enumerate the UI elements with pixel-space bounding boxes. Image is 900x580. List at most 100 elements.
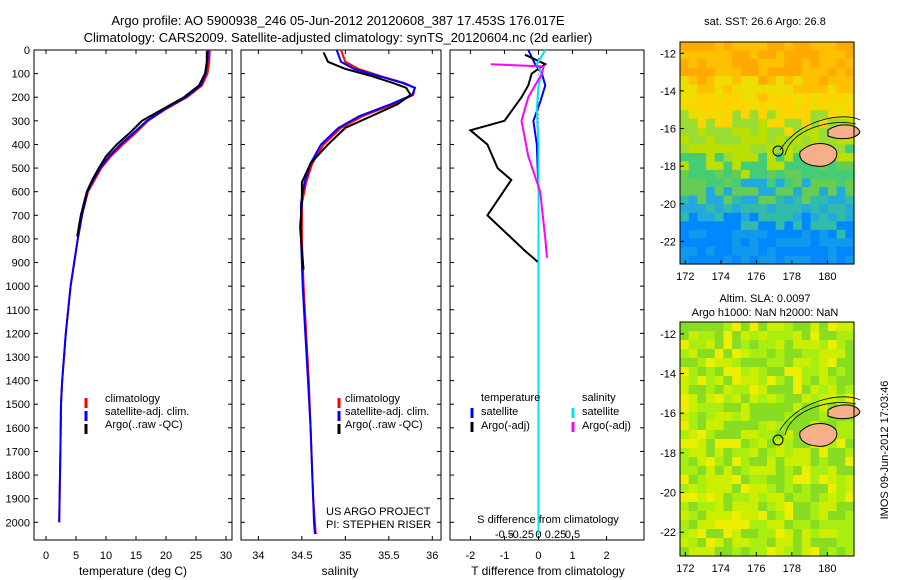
map-cell [836, 529, 846, 539]
map-cell [767, 212, 777, 222]
map-cell [697, 367, 707, 377]
map-cell [793, 367, 803, 377]
map-cell [706, 144, 716, 154]
map-cell [775, 493, 785, 503]
map-cell [714, 59, 725, 69]
map-cell [688, 67, 698, 77]
map-cell [706, 187, 716, 197]
map-cell [784, 331, 794, 341]
map-cell [767, 412, 777, 422]
map-cell [732, 187, 742, 197]
map-cell [767, 118, 777, 128]
map-cell [740, 212, 751, 222]
map-cell [688, 466, 698, 476]
map-cell [732, 76, 742, 86]
pi-credit: PI: STEPHEN RISER [326, 519, 431, 531]
map-cell [732, 67, 742, 77]
map-cell [740, 59, 751, 69]
map-cell [732, 367, 742, 377]
map-cell [793, 212, 803, 222]
map-cell [749, 76, 759, 86]
map-cell [784, 229, 794, 239]
map-cell [723, 204, 733, 214]
map-cell [819, 538, 829, 548]
map-cell [740, 118, 751, 128]
map-cell [845, 421, 855, 431]
map-cell [784, 170, 794, 180]
map-cell [767, 520, 777, 530]
map-cell [758, 484, 768, 494]
argo-position-marker [772, 145, 784, 157]
depth-tick-label: 1500 [6, 399, 30, 411]
map-cell [706, 42, 716, 52]
map-cell [680, 255, 690, 265]
map-cell [767, 376, 777, 386]
salinity-xlabel: salinity [322, 564, 359, 578]
map-cell [688, 547, 698, 557]
map-cell [749, 385, 759, 395]
map-cell [723, 178, 733, 188]
map-cell [732, 161, 742, 171]
map-cell [680, 430, 690, 440]
map-cell [845, 340, 855, 350]
map-cell [706, 466, 716, 476]
map-cell [740, 439, 751, 449]
map-cell [723, 349, 733, 359]
map-lon-label: 172 [676, 563, 694, 575]
map-cell [723, 42, 733, 52]
map-lon-label: 178 [783, 563, 801, 575]
map-cell [680, 475, 690, 485]
map-cell [680, 42, 690, 52]
map-cell [819, 466, 829, 476]
map-cell [775, 520, 785, 530]
map-cell [793, 42, 803, 52]
map-cell [819, 110, 829, 120]
map-cell [819, 448, 829, 458]
x-tick-label: 34 [252, 550, 264, 562]
map-cell [819, 238, 829, 248]
temperature-xlabel: temperature (deg C) [79, 564, 187, 578]
map-cell [714, 520, 725, 530]
map-cell [819, 376, 829, 386]
map-cell [706, 403, 716, 413]
map-cell [714, 385, 725, 395]
map-cell [706, 520, 716, 530]
map-cell [836, 212, 846, 222]
map-cell [767, 331, 777, 341]
map-cell [758, 475, 768, 485]
salinity-tick-labels: 34 34.5 35 35.5 36 [252, 50, 438, 562]
map-cell [819, 255, 829, 265]
map-cell [758, 204, 768, 214]
map-cell [697, 178, 707, 188]
map-cell [706, 385, 716, 395]
map-cell [688, 229, 698, 239]
map-cell [714, 529, 725, 539]
map-cell [810, 520, 820, 530]
map-cell [697, 221, 707, 231]
map-cell [758, 340, 768, 350]
map-cell [714, 127, 725, 137]
map-cell [723, 547, 733, 557]
map-cell [784, 118, 794, 128]
map-cell [784, 448, 794, 458]
map-cell [714, 118, 725, 128]
map-cell [767, 246, 777, 256]
map-cell [784, 238, 794, 248]
map-cell [758, 153, 768, 163]
map-cell [740, 547, 751, 557]
map-cell [706, 84, 716, 94]
map-lon-label: 174 [712, 271, 730, 283]
map-cell [740, 367, 751, 377]
map-cell [784, 135, 794, 145]
map-cell [810, 76, 820, 86]
map-cell [845, 367, 855, 377]
map-lat-label: -20 [660, 488, 676, 500]
map-cell [801, 529, 812, 539]
map-cell [801, 101, 812, 111]
map-cell [758, 170, 768, 180]
map-cell [793, 394, 803, 404]
map-cell [723, 238, 733, 248]
map-cell [740, 421, 751, 431]
map-cell [845, 255, 855, 265]
map-cell [845, 101, 855, 111]
